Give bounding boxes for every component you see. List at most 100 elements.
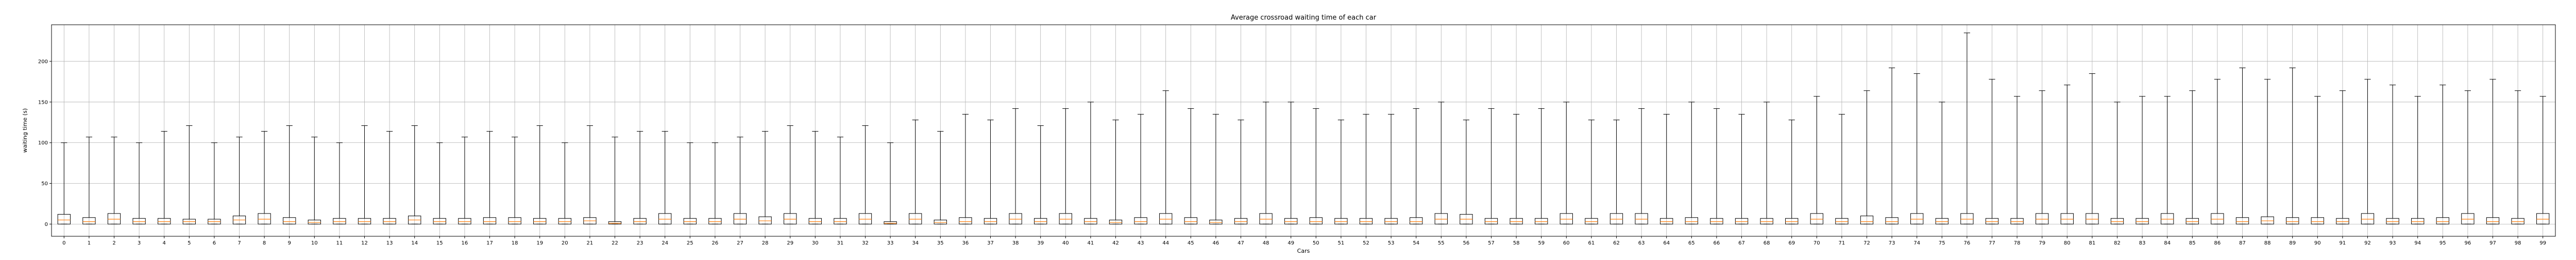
- x-tick-label: 51: [1338, 240, 1345, 246]
- box-car-15: [433, 142, 446, 224]
- x-tick-label: 44: [1162, 240, 1169, 246]
- box: [2235, 217, 2249, 224]
- x-tick-label: 73: [1889, 240, 1895, 246]
- x-tick-label: 60: [1563, 240, 1570, 246]
- x-tick-label: 0: [62, 240, 65, 246]
- x-tick-label: 27: [737, 240, 743, 246]
- box: [1660, 218, 1673, 224]
- x-tick-label: 11: [336, 240, 343, 246]
- box-car-92: [2361, 79, 2375, 224]
- box-car-84: [2161, 96, 2174, 224]
- box: [2161, 213, 2174, 224]
- x-tick-label: 14: [411, 240, 418, 246]
- box-car-76: [1960, 32, 1974, 224]
- x-tick-label: 65: [1688, 240, 1695, 246]
- box-car-10: [308, 137, 321, 224]
- x-tick-label: 47: [1238, 240, 1244, 246]
- x-tick-label: 55: [1438, 240, 1445, 246]
- box: [1960, 213, 1974, 224]
- box-car-9: [283, 125, 296, 224]
- box: [934, 219, 947, 224]
- x-tick-label: 45: [1188, 240, 1194, 246]
- box-car-39: [1034, 125, 1047, 224]
- x-tick-label: 36: [962, 240, 969, 246]
- box: [1159, 213, 1173, 224]
- box-car-30: [808, 131, 822, 224]
- box: [1735, 218, 1749, 224]
- box: [1609, 213, 1623, 224]
- box: [2211, 213, 2224, 224]
- x-tick-label: 68: [1764, 240, 1770, 246]
- box-car-16: [458, 137, 471, 224]
- x-tick-label: 97: [2489, 240, 2496, 246]
- box-car-0: [57, 142, 71, 224]
- x-tick-label: 31: [837, 240, 844, 246]
- box-car-56: [1460, 120, 1473, 224]
- y-tick-label: 200: [38, 59, 48, 64]
- x-tick-label: 79: [2039, 240, 2045, 246]
- box: [1835, 218, 1849, 224]
- box: [2110, 218, 2124, 224]
- box: [909, 213, 922, 224]
- box-car-62: [1609, 120, 1623, 224]
- box: [2136, 218, 2149, 224]
- x-tick-label: 22: [612, 240, 618, 246]
- box-car-38: [1009, 108, 1022, 224]
- box-car-4: [158, 131, 171, 224]
- x-tick-label: 77: [1989, 240, 1995, 246]
- box-car-87: [2235, 68, 2249, 224]
- box-car-23: [633, 131, 647, 224]
- box-car-51: [1334, 120, 1348, 224]
- box: [2486, 217, 2500, 224]
- x-tick-label: 88: [2264, 240, 2271, 246]
- box-car-22: [608, 137, 622, 224]
- x-tick-label: 93: [2389, 240, 2396, 246]
- x-tick-label: 82: [2114, 240, 2121, 246]
- box: [1384, 218, 1398, 224]
- x-tick-label: 18: [512, 240, 518, 246]
- box: [1560, 213, 1573, 224]
- box: [959, 217, 972, 224]
- box: [1910, 213, 1924, 224]
- x-tick-label: 67: [1738, 240, 1745, 246]
- y-tick-label: 0: [45, 222, 48, 228]
- box: [758, 216, 772, 224]
- x-tick-label: 37: [987, 240, 994, 246]
- x-tick-label: 4: [163, 240, 166, 246]
- box: [633, 218, 647, 224]
- box-car-26: [708, 142, 722, 224]
- x-tick-label: 24: [662, 240, 668, 246]
- x-tick-label: 43: [1138, 240, 1144, 246]
- box-car-3: [132, 142, 146, 224]
- box: [2185, 218, 2199, 224]
- box-car-79: [2036, 90, 2049, 224]
- box: [1535, 218, 1548, 224]
- box-car-61: [1585, 120, 1598, 224]
- box: [858, 213, 872, 224]
- x-tick-label: 7: [238, 240, 241, 246]
- box: [458, 218, 471, 224]
- x-tick-label: 59: [1538, 240, 1545, 246]
- box-car-50: [1309, 108, 1323, 224]
- box: [2086, 213, 2099, 224]
- x-tick-label: 52: [1363, 240, 1369, 246]
- x-tick-label: 8: [263, 240, 266, 246]
- box: [1034, 218, 1047, 224]
- box: [2536, 213, 2550, 224]
- box: [2311, 217, 2324, 224]
- x-tick-label: 86: [2214, 240, 2221, 246]
- box: [1134, 217, 1147, 224]
- box-car-5: [182, 125, 196, 224]
- box-car-58: [1510, 113, 1523, 224]
- box: [358, 218, 371, 224]
- box: [1885, 217, 1899, 224]
- box: [658, 213, 672, 224]
- box-car-13: [383, 131, 396, 224]
- box: [1234, 218, 1248, 224]
- box-car-49: [1284, 102, 1298, 224]
- box-car-25: [683, 142, 697, 224]
- x-tick-label: 13: [386, 240, 393, 246]
- y-tick-label: 100: [38, 140, 48, 146]
- box-car-34: [909, 120, 922, 224]
- box: [57, 214, 71, 224]
